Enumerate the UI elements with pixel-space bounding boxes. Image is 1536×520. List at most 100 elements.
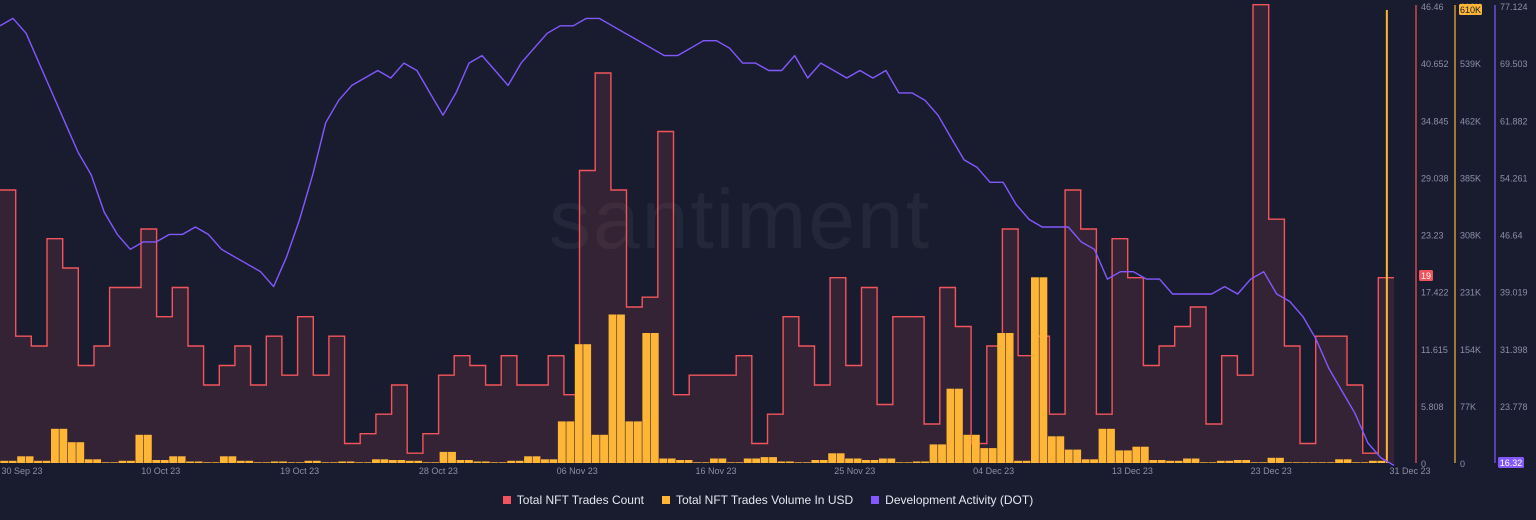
volume-bar xyxy=(1225,460,1234,463)
volume-bar xyxy=(338,461,347,463)
volume-bar xyxy=(1284,462,1293,463)
volume-bar xyxy=(473,461,482,463)
volume-bar xyxy=(1132,446,1141,463)
volume-bar xyxy=(1292,462,1301,463)
volume-bar xyxy=(701,462,710,463)
volume-bar xyxy=(971,434,980,463)
volume-bar xyxy=(312,460,321,463)
volume-bar xyxy=(938,444,946,463)
volume-bar xyxy=(718,458,727,463)
volume-bar xyxy=(1233,460,1242,463)
volume-bar xyxy=(17,456,26,463)
volume-bar xyxy=(135,434,144,463)
volume-bar xyxy=(769,457,777,463)
volume-bar xyxy=(980,448,989,463)
x-tick-label: 16 Nov 23 xyxy=(695,466,736,476)
volume-bar xyxy=(228,456,237,463)
legend-swatch-dev xyxy=(871,496,880,504)
volume-bar xyxy=(101,462,110,463)
volume-bar xyxy=(684,460,693,463)
volume-bar xyxy=(464,460,473,463)
volume-bar xyxy=(1014,460,1022,463)
volume-bar xyxy=(372,459,380,463)
dev-axis-tick-label: 61.882 xyxy=(1500,116,1528,126)
volume-axis-tick-label: 231K xyxy=(1460,288,1481,298)
volume-bar xyxy=(219,456,228,463)
volume-bar xyxy=(633,421,642,463)
volume-bar xyxy=(811,460,820,463)
volume-bar xyxy=(211,462,220,463)
volume-bar xyxy=(355,462,363,463)
volume-bar xyxy=(169,456,178,463)
volume-bar xyxy=(1073,449,1082,463)
volume-bar xyxy=(304,460,313,463)
volume-bar xyxy=(329,462,338,463)
volume-bar xyxy=(194,461,203,463)
x-tick-label: 31 Dec 23 xyxy=(1389,466,1430,476)
volume-bar xyxy=(456,460,465,463)
legend-item-volume[interactable]: Total NFT Trades Volume In USD xyxy=(661,493,853,507)
legend-item-count[interactable]: Total NFT Trades Count xyxy=(502,493,644,507)
volume-bar xyxy=(566,421,575,463)
volume-bar xyxy=(1098,428,1107,463)
volume-axis-tick-label: 0 xyxy=(1460,459,1465,469)
legend-label-count: Total NFT Trades Count xyxy=(516,493,644,507)
dev-axis-tick-label: 69.503 xyxy=(1500,59,1528,69)
count-area-line xyxy=(0,4,1394,454)
volume-bar xyxy=(25,456,34,463)
count-axis-tick-label: 34.845 xyxy=(1421,116,1449,126)
volume-bar xyxy=(287,462,296,463)
volume-bar xyxy=(507,460,516,463)
count-axis-tick-label: 0 xyxy=(1421,459,1426,469)
volume-bar xyxy=(862,460,870,463)
volume-bar xyxy=(591,434,600,463)
volume-bar xyxy=(481,461,490,463)
volume-bar xyxy=(1352,462,1360,463)
volume-bar xyxy=(67,442,76,463)
volume-bar xyxy=(262,462,271,463)
legend-swatch-volume xyxy=(661,496,670,504)
volume-bar xyxy=(583,344,592,463)
legend: Total NFT Trades Count Total NFT Trades … xyxy=(0,490,1536,510)
volume-bar xyxy=(600,434,608,463)
volume-bar xyxy=(388,460,397,463)
volume-bar xyxy=(1208,462,1217,463)
volume-bar xyxy=(532,456,541,463)
volume-bar xyxy=(203,462,211,463)
volume-bar xyxy=(422,462,431,463)
volume-bar xyxy=(1199,462,1208,463)
legend-label-dev: Development Activity (DOT) xyxy=(885,493,1034,507)
volume-bar xyxy=(160,460,169,463)
volume-bar xyxy=(1022,460,1031,463)
volume-bar xyxy=(954,388,963,463)
volume-bar xyxy=(279,461,287,463)
volume-bar xyxy=(1166,460,1175,463)
volume-bar xyxy=(617,314,625,463)
volume-bar xyxy=(236,460,245,463)
volume-bar xyxy=(709,458,718,463)
x-tick-label: 04 Dec 23 xyxy=(973,466,1014,476)
legend-item-dev[interactable]: Development Activity (DOT) xyxy=(871,493,1033,507)
volume-bar xyxy=(557,421,566,463)
volume-bar xyxy=(1174,460,1183,463)
volume-bar xyxy=(34,460,42,463)
volume-bar xyxy=(650,333,659,463)
dev-axis-tick-label: 77.124 xyxy=(1500,2,1528,12)
count-axis-tick-label: 5.808 xyxy=(1421,402,1444,412)
volume-bar xyxy=(1259,462,1267,463)
axis-layer: 46.46 40.652 34.845 29.038 23.23 17.422 11.615… xyxy=(1415,2,1528,469)
x-tick-label: 13 Dec 23 xyxy=(1112,466,1153,476)
count-axis-tick-label: 17.422 xyxy=(1421,288,1449,298)
x-tick-label: 06 Nov 23 xyxy=(557,466,598,476)
volume-bar xyxy=(752,458,761,463)
count-axis-tick-label: 40.652 xyxy=(1421,59,1449,69)
volume-bar xyxy=(667,458,676,463)
volume-bar xyxy=(912,461,921,463)
volume-bar xyxy=(786,461,794,463)
volume-bar xyxy=(1216,460,1225,463)
volume-bar xyxy=(177,456,186,463)
volume-bar xyxy=(887,458,896,463)
volume-bar xyxy=(760,457,769,463)
volume-bar xyxy=(0,460,9,463)
volume-bar xyxy=(1385,10,1388,463)
